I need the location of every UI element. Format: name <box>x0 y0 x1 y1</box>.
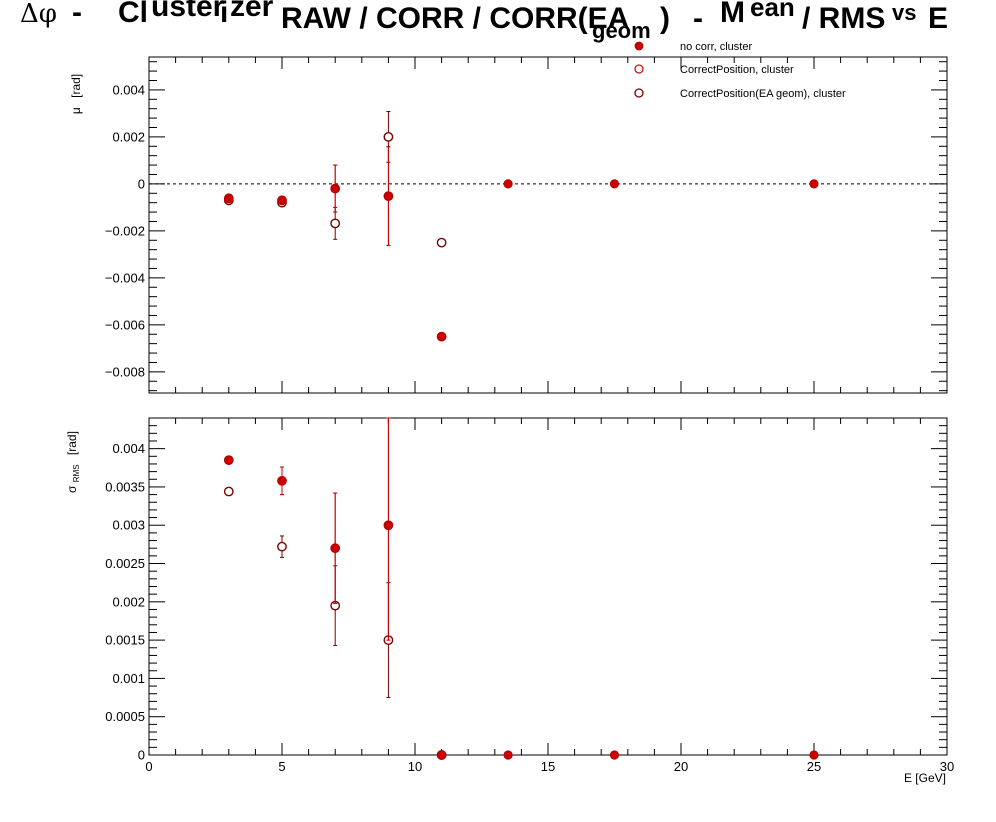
data-point-open <box>383 131 394 142</box>
y-tick-label: 0.004 <box>112 82 145 97</box>
y-tick-label: 0.0035 <box>105 479 145 494</box>
x-tick-label: 30 <box>940 759 954 774</box>
title-dash-1: - <box>72 0 82 29</box>
x-tick-label: 10 <box>408 759 422 774</box>
legend-entry: CorrectPosition, cluster <box>680 64 794 76</box>
title-clusterizer-b: uster <box>151 0 225 23</box>
data-point-filled <box>330 183 340 194</box>
y-tick-label: 0.0025 <box>105 556 145 571</box>
y-tick-label: 0 <box>138 176 145 191</box>
legend-marker <box>634 88 644 98</box>
title-sub-geom: geom <box>592 18 651 43</box>
x-axis-title: E [GeV] <box>904 771 946 785</box>
data-point-open <box>330 218 341 229</box>
title-mean-c: / RMS <box>802 2 885 35</box>
data-point-filled <box>503 750 513 760</box>
x-tick-label: 5 <box>278 759 285 774</box>
data-point-filled <box>277 195 287 205</box>
bottom-ylabel-unit: [rad] <box>65 431 79 455</box>
y-tick-label: 0 <box>138 748 145 763</box>
title-main: RAW / CORR / CORR(EA <box>281 2 629 35</box>
y-tick-label: 0.0015 <box>105 633 145 648</box>
data-point-open <box>436 237 447 248</box>
title-mean-b: ean <box>750 0 795 22</box>
top-panel-frame <box>148 56 948 394</box>
svg-text:μ [rad]: μ [rad] <box>69 74 83 114</box>
data-point-open <box>223 486 234 497</box>
data-point-filled <box>503 179 513 189</box>
title-mean-a: M <box>720 0 745 29</box>
data-point-filled <box>224 455 234 465</box>
legend-marker <box>634 64 644 74</box>
data-point-open <box>277 541 287 552</box>
bottom-y-axis: 0 0.0005 0.001 0.0015 0.002 0.0025 0.003 0.0035… <box>105 417 947 763</box>
y-tick-label: 0.003 <box>112 518 145 533</box>
data-point-filled <box>383 191 393 201</box>
bottom-y-axis-title: σ RMS [rad] <box>65 431 82 493</box>
data-point-filled <box>277 476 287 486</box>
top-y-axis-title: μ [rad] <box>69 74 83 114</box>
bottom-panel-frame <box>148 417 948 756</box>
top-ylabel-symbol: μ <box>69 107 83 114</box>
bottom-ylabel-symbol: σ <box>65 485 79 493</box>
data-point-filled <box>330 543 340 553</box>
legend-entry: no corr, cluster <box>680 41 752 53</box>
data-point-filled <box>609 179 620 189</box>
y-tick-label: 0.002 <box>112 129 145 144</box>
bottom-ylabel-sub: RMS <box>72 464 81 482</box>
data-point-filled <box>436 332 447 342</box>
chart-title: Δφ - Cl uster i zer RAW / CORR / CORR(EA… <box>20 0 948 45</box>
title-clusterizer-d: zer <box>230 0 274 23</box>
data-point-filled <box>224 193 234 203</box>
data-marks <box>223 111 819 760</box>
y-tick-label: −0.002 <box>105 223 145 238</box>
y-tick-label: 0.004 <box>112 441 145 456</box>
data-point-filled <box>609 750 620 760</box>
x-tick-label: 25 <box>807 759 821 774</box>
y-tick-label: −0.008 <box>105 364 145 379</box>
legend: no corr, cluster CorrectPosition, cluster… <box>634 41 846 100</box>
title-dphi: Δφ <box>20 0 57 29</box>
y-tick-label: −0.006 <box>105 317 145 332</box>
x-tick-label: 0 <box>145 759 152 774</box>
x-tick-label: 20 <box>674 759 688 774</box>
data-point-filled <box>436 750 447 760</box>
title-clusterizer-a: Cl <box>118 0 148 29</box>
data-point-filled <box>809 750 819 760</box>
title-clusterizer-c: i <box>220 0 228 29</box>
title-vs: vs <box>892 0 916 25</box>
x-tick-label: 15 <box>541 759 555 774</box>
top-y-axis: −0.008 −0.006 −0.004 −0.002 0 0.002 0.004 <box>105 61 947 392</box>
legend-entry: CorrectPosition(EA geom), cluster <box>680 88 846 100</box>
y-tick-label: 0.001 <box>112 671 145 686</box>
y-tick-label: −0.004 <box>105 270 145 285</box>
y-tick-label: 0.0005 <box>105 709 145 724</box>
title-close: ) <box>660 2 670 35</box>
legend-marker <box>634 41 644 51</box>
title-dash-2: - <box>693 2 703 35</box>
x-axis: 0 5 10 15 20 25 30 <box>145 57 954 774</box>
title-e: E <box>928 2 948 35</box>
data-point-filled <box>383 520 393 530</box>
top-ylabel-unit: [rad] <box>69 74 83 98</box>
svg-text:σ RMS [rad]: σ RMS [rad] <box>65 431 82 493</box>
y-tick-label: 0.002 <box>112 594 145 609</box>
data-point-filled <box>809 179 819 189</box>
